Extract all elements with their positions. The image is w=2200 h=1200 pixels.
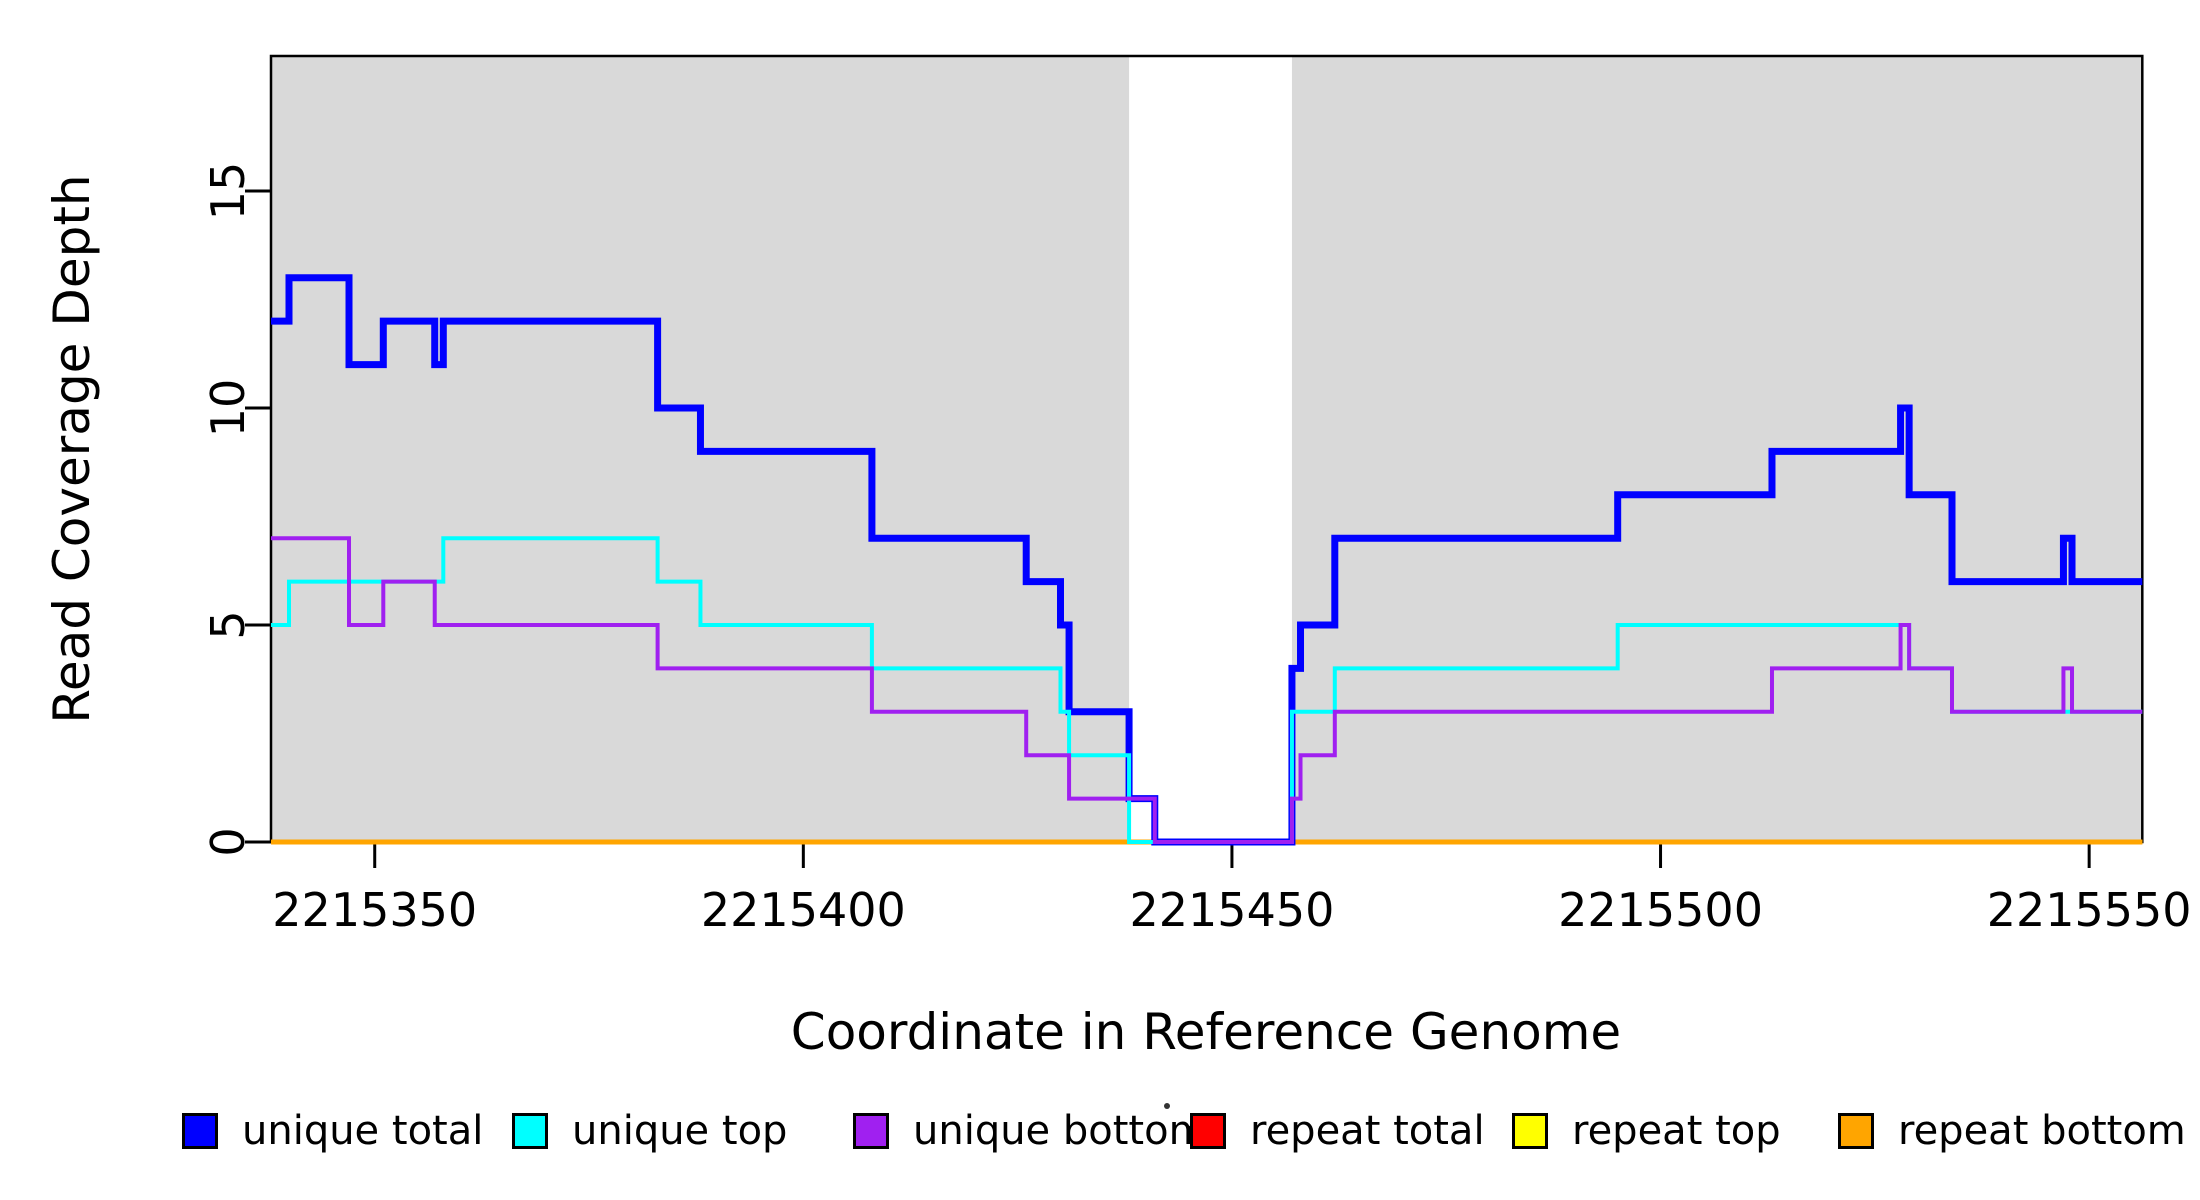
y-tick-label: 5 (201, 610, 255, 640)
legend-item-unique-bottom: unique bottom (853, 1108, 1208, 1154)
y-tick-label: 0 (201, 827, 255, 857)
legend-swatch-icon (182, 1113, 218, 1149)
legend-swatch-icon (1838, 1113, 1874, 1149)
legend-swatch-icon (853, 1113, 889, 1149)
legend-label: unique bottom (913, 1108, 1208, 1154)
x-tick-label: 2215550 (1986, 883, 2192, 937)
legend-swatch-icon (1512, 1113, 1548, 1149)
legend-item-repeat-total: repeat total (1190, 1108, 1485, 1154)
x-tick-label: 2215350 (272, 883, 478, 937)
legend-label: unique total (242, 1108, 484, 1154)
legend-label: unique top (572, 1108, 788, 1154)
legend-swatch-icon (512, 1113, 548, 1149)
legend-label: repeat bottom (1898, 1108, 2186, 1154)
y-tick-label: 10 (201, 378, 255, 438)
legend-swatch-icon (1190, 1113, 1226, 1149)
series-line-unique-top (271, 536, 2143, 844)
shaded-region (1291, 56, 2143, 842)
legend-item-unique-top: unique top (512, 1108, 787, 1154)
stray-dot (1164, 1103, 1170, 1109)
x-axis-title: Coordinate in Reference Genome (790, 1003, 1622, 1061)
y-axis-title: Read Coverage Depth (43, 174, 101, 724)
x-tick-label: 2215500 (1558, 883, 1763, 937)
x-tick-label: 2215400 (700, 883, 906, 937)
series-line-unique-bottom (271, 536, 2143, 844)
x-tick-label: 2215450 (1129, 883, 1335, 937)
legend-item-repeat-bottom: repeat bottom (1838, 1108, 2186, 1154)
y-tick-label: 15 (201, 161, 255, 221)
legend-label: repeat total (1250, 1108, 1485, 1154)
legend-item-unique-total: unique total (182, 1108, 483, 1154)
legend-item-repeat-top: repeat top (1512, 1108, 1781, 1154)
legend-label: repeat top (1572, 1108, 1781, 1154)
